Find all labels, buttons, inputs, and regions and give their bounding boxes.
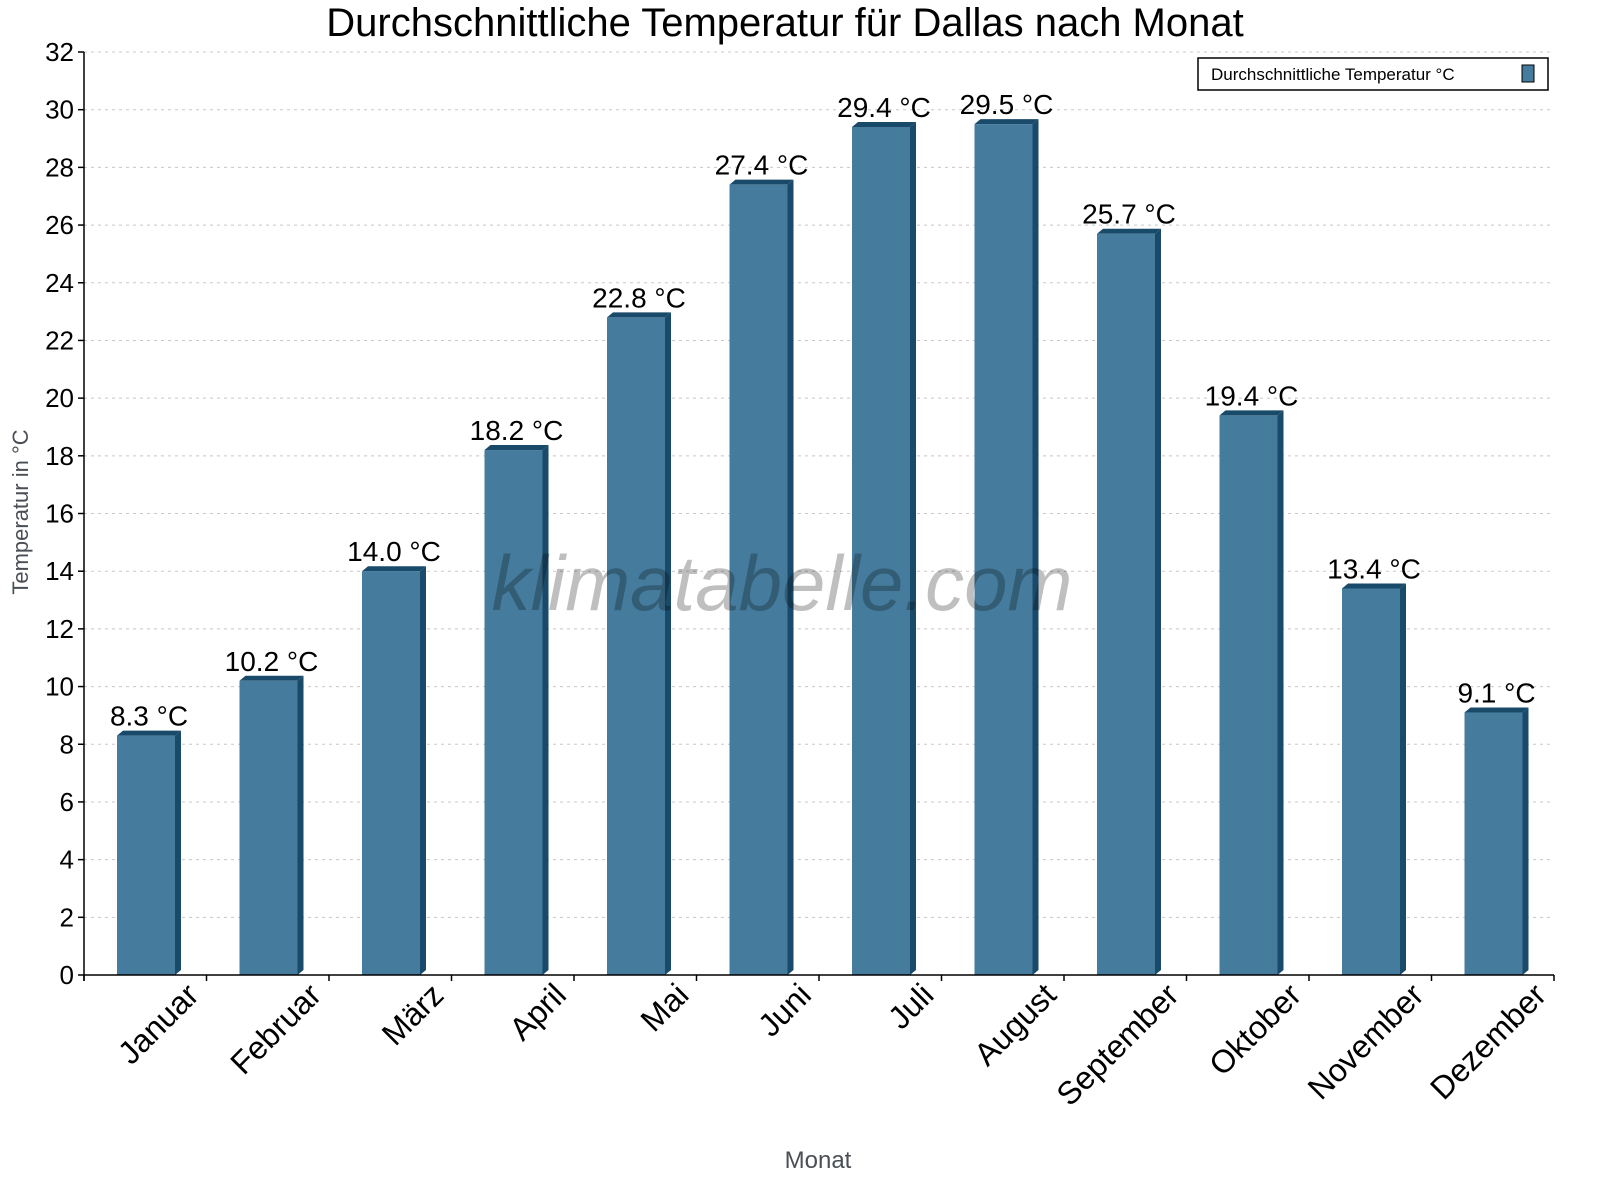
chart-title: Durchschnittliche Temperatur für Dallas …	[326, 1, 1243, 45]
legend-swatch	[1521, 64, 1535, 83]
x-tick-label: März	[375, 976, 451, 1052]
bar	[1097, 233, 1155, 975]
bar-side	[1277, 410, 1284, 975]
y-tick-label: 2	[60, 902, 74, 932]
y-tick-label: 12	[45, 614, 74, 644]
bar	[1342, 588, 1400, 975]
data-label: 18.2 °C	[470, 415, 564, 446]
bar-top	[117, 730, 181, 736]
bar-side	[175, 730, 181, 975]
bar-side	[1155, 228, 1161, 975]
y-tick-label: 24	[45, 268, 74, 298]
bar-top	[974, 119, 1039, 125]
legend-box	[1197, 57, 1549, 91]
bar	[1219, 415, 1278, 975]
x-tick-label: Dezember	[1423, 976, 1553, 1106]
x-tick-label: Juli	[881, 976, 940, 1035]
y-tick-label: 0	[60, 960, 74, 990]
data-label: 10.2 °C	[225, 646, 319, 677]
x-tick-label: Mai	[634, 976, 696, 1038]
bar-side	[665, 312, 671, 975]
data-label: 22.8 °C	[592, 282, 686, 313]
bar-side	[910, 121, 916, 975]
bar	[974, 124, 1033, 975]
x-tick-label: November	[1301, 976, 1431, 1106]
bar	[117, 735, 175, 975]
data-label: 25.7 °C	[1082, 199, 1176, 230]
bar	[362, 571, 420, 975]
legend-label: Durchschnittliche Temperatur °C	[1211, 65, 1455, 84]
y-tick-label: 16	[45, 499, 74, 529]
bar-top	[1097, 228, 1161, 234]
x-axis-label: Monat	[785, 1147, 852, 1174]
data-label: 14.0 °C	[347, 536, 441, 567]
bar	[729, 184, 788, 975]
bars: 8.3 °C 10.2 °C 14.0 °C 18.2 °C 22.8 °C 27.4 °…	[110, 89, 1536, 975]
bar-top	[362, 566, 426, 572]
legend[interactable]: Durchschnittliche Temperatur °C	[1197, 57, 1549, 91]
y-tick-label: 6	[60, 787, 74, 817]
bar-top	[607, 312, 671, 318]
x-tick-label: Juni	[751, 976, 818, 1043]
y-tick-label: 22	[45, 325, 74, 355]
bar-side	[787, 179, 794, 975]
bar	[1464, 712, 1523, 975]
bar-top	[484, 445, 549, 451]
y-tick-label: 10	[45, 672, 74, 702]
bar-side	[1032, 119, 1039, 975]
bar-top	[239, 675, 304, 681]
bar-top	[852, 121, 916, 127]
y-tick-label: 26	[45, 210, 74, 240]
x-tick-label: September	[1049, 976, 1185, 1112]
y-tick-label: 32	[45, 37, 74, 67]
bar	[484, 450, 543, 975]
watermark: klimatabelle.com	[492, 539, 1073, 627]
bar-side	[1400, 583, 1406, 975]
bar-top	[1219, 410, 1284, 416]
bar-top	[729, 179, 794, 185]
x-tick-label: Januar	[111, 976, 206, 1071]
x-tick-label: April	[502, 976, 573, 1047]
data-label: 27.4 °C	[715, 150, 809, 181]
bar	[607, 317, 665, 975]
y-tick-label: 14	[45, 556, 74, 586]
bar-side	[542, 445, 549, 975]
y-tick-label: 18	[45, 441, 74, 471]
bar	[852, 126, 910, 975]
data-label: 13.4 °C	[1327, 553, 1421, 584]
data-label: 29.5 °C	[960, 89, 1054, 120]
bar-top	[1342, 583, 1406, 589]
data-label: 8.3 °C	[110, 701, 188, 732]
bar	[239, 680, 298, 975]
x-tick-label: August	[967, 976, 1063, 1072]
data-label: 19.4 °C	[1205, 380, 1299, 411]
y-tick-label: 28	[45, 152, 74, 182]
gridlines	[84, 51, 1554, 918]
data-label: 29.4 °C	[837, 92, 931, 123]
bar-side	[297, 675, 304, 975]
x-tick-label: Oktober	[1202, 976, 1308, 1082]
x-tick-label: Februar	[223, 976, 328, 1081]
y-tick-label: 20	[45, 383, 74, 413]
bar-side	[420, 566, 426, 975]
data-label: 9.1 °C	[1457, 678, 1535, 709]
bar-side	[1522, 707, 1529, 975]
y-tick-label: 4	[60, 845, 74, 875]
y-tick-label: 30	[45, 95, 74, 125]
bar-top	[1464, 707, 1529, 713]
y-axis-label: Temperatur in °C	[8, 429, 33, 594]
y-tick-label: 8	[60, 729, 74, 759]
